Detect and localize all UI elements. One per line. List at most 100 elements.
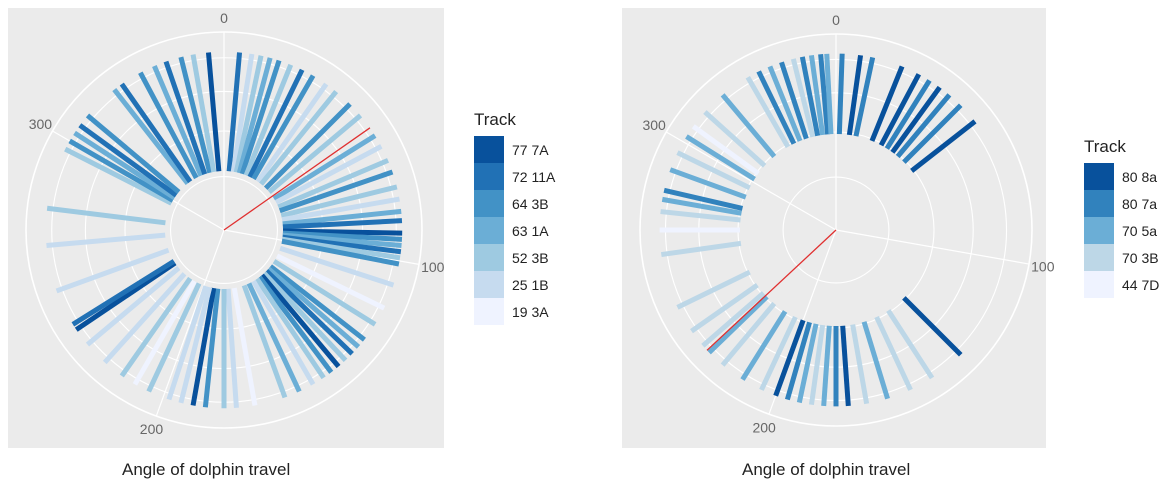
- legend-label: 44 7D: [1122, 276, 1160, 293]
- polar-bar: [247, 68, 305, 179]
- polar-bar: [262, 271, 348, 363]
- legend-label: 52 3B: [512, 249, 549, 266]
- polar-bar: [818, 54, 831, 135]
- polar-chart-left: 0 100 200 300: [25, 10, 445, 437]
- theta-tick-label: 200: [752, 419, 776, 435]
- polar-bar: [720, 301, 777, 367]
- x-axis-label: Angle of dolphin travel: [742, 460, 911, 479]
- polar-bar: [703, 110, 767, 168]
- polar-bar: [239, 59, 282, 175]
- polar-bar: [241, 284, 288, 399]
- polar-bar: [282, 230, 403, 242]
- polar-bar: [272, 259, 377, 327]
- polar-bar: [146, 282, 202, 393]
- polar-bar: [282, 228, 403, 236]
- legend-item: 72 11A: [474, 163, 555, 190]
- polar-bar: [166, 285, 209, 401]
- polar-bar: [46, 232, 166, 249]
- legend-item: 64 3B: [474, 190, 555, 217]
- legend-item: 44 7D: [1084, 271, 1159, 298]
- polar-bar: [282, 208, 402, 227]
- polar-bar: [225, 288, 239, 408]
- polar-bar: [660, 209, 741, 223]
- polar-bar: [152, 64, 204, 177]
- polar-bar: [274, 144, 383, 205]
- polar-bar: [68, 138, 175, 203]
- polar-bar: [257, 275, 334, 374]
- legend-label: 80 8a: [1122, 168, 1158, 185]
- polar-bar: [259, 89, 339, 186]
- polar-bar: [790, 58, 816, 138]
- polar-bar: [902, 103, 963, 164]
- theta-tick-label: 0: [832, 12, 840, 28]
- polar-bar: [78, 123, 178, 198]
- polar-bar: [275, 253, 386, 311]
- legend-swatch: [1084, 271, 1114, 298]
- polar-bar: [690, 283, 759, 334]
- polar-bar: [902, 296, 963, 357]
- legend-item: 70 3B: [1084, 244, 1159, 271]
- polar-bar: [226, 52, 243, 172]
- polar-bar: [266, 266, 361, 349]
- legend-item: 80 8a: [1084, 163, 1159, 190]
- grid-spoke: [665, 131, 837, 231]
- polar-bar: [808, 324, 826, 406]
- polar-bar: [178, 286, 213, 404]
- polar-bar: [190, 287, 217, 406]
- legend-swatch: [474, 190, 504, 217]
- polar-bar: [663, 187, 744, 211]
- polar-bar: [272, 133, 377, 201]
- legend-label: 70 3B: [1122, 249, 1159, 266]
- polar-bar: [745, 75, 791, 149]
- polar-bar: [282, 234, 402, 255]
- polar-bar: [878, 73, 922, 147]
- polar-bar: [861, 321, 890, 400]
- legend-item: 70 5a: [1084, 217, 1159, 244]
- x-axis-label: Angle of dolphin travel: [122, 460, 291, 479]
- polar-bar: [281, 238, 400, 267]
- polar-bar: [821, 325, 832, 407]
- polar-bar: [707, 294, 769, 355]
- polar-bar: [46, 205, 166, 226]
- legend-left: Track 77 7A 72 11A 64 3B 63 1A 52 3B 25 1B 19 …: [474, 110, 555, 325]
- theta-tick-label: 300: [29, 116, 53, 132]
- polar-bar: [691, 124, 760, 176]
- polar-bar: [660, 240, 742, 258]
- legend-swatch: [474, 271, 504, 298]
- legend-label: 25 1B: [512, 276, 549, 293]
- legend-item: 25 1B: [474, 271, 555, 298]
- legend-swatch: [1084, 217, 1114, 244]
- polar-bar: [850, 324, 870, 405]
- polar-bar: [669, 167, 747, 200]
- polar-bar: [64, 146, 173, 206]
- left-chart-panel: 0 100 200 300 Angle of dolphin travel Track…: [8, 8, 555, 479]
- polar-bar: [756, 70, 797, 145]
- polar-bar: [119, 82, 193, 184]
- polar-bar: [74, 260, 177, 332]
- polar-bar: [685, 134, 756, 182]
- polar-bar: [661, 196, 742, 216]
- legend-swatch: [1084, 244, 1114, 271]
- legend-swatch: [474, 136, 504, 163]
- legend-label: 72 11A: [512, 168, 556, 185]
- polar-bar: [799, 56, 821, 137]
- legend-swatch: [474, 217, 504, 244]
- legend-label: 70 5a: [1122, 222, 1158, 239]
- polar-bar: [280, 184, 398, 219]
- polar-bar: [740, 310, 788, 381]
- polar-bar: [243, 63, 294, 177]
- theta-tick-label: 100: [1031, 258, 1055, 274]
- legend-item: 19 3A: [474, 298, 555, 325]
- polar-bar: [264, 269, 354, 356]
- polar-bar: [676, 150, 751, 191]
- legend-swatch: [1084, 163, 1114, 190]
- polar-bar: [824, 53, 834, 135]
- legend-label: 63 1A: [512, 222, 549, 239]
- polar-bar: [246, 282, 302, 393]
- legend-swatch: [474, 298, 504, 325]
- legend-right: Track 80 8a 80 7a 70 5a 70 3B 44 7D: [1084, 137, 1159, 298]
- polar-bar: [890, 85, 942, 154]
- polar-bar: [233, 55, 264, 173]
- polar-bar: [759, 315, 798, 391]
- polar-bar: [178, 56, 213, 174]
